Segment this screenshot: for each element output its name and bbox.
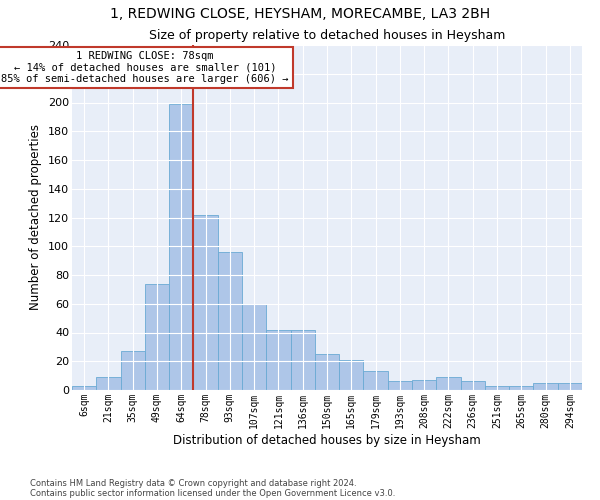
Bar (436, 377, 461, 390)
Bar (412, 380, 436, 390)
Bar (509, 386, 533, 390)
Bar (364, 372, 388, 390)
Bar (121, 351, 145, 390)
Bar (193, 214, 218, 390)
Bar (169, 104, 193, 390)
Text: 1 REDWING CLOSE: 78sqm
← 14% of detached houses are smaller (101)
85% of semi-de: 1 REDWING CLOSE: 78sqm ← 14% of detached… (1, 51, 289, 84)
Text: Contains HM Land Registry data © Crown copyright and database right 2024.: Contains HM Land Registry data © Crown c… (30, 478, 356, 488)
Y-axis label: Number of detached properties: Number of detached properties (29, 124, 43, 310)
Bar (218, 252, 242, 390)
Title: Size of property relative to detached houses in Heysham: Size of property relative to detached ho… (149, 30, 505, 43)
Bar (461, 382, 485, 390)
Bar (558, 383, 582, 390)
Bar (339, 360, 364, 390)
Bar (533, 383, 558, 390)
X-axis label: Distribution of detached houses by size in Heysham: Distribution of detached houses by size … (173, 434, 481, 446)
Bar (266, 330, 290, 390)
Bar (145, 284, 169, 390)
Bar (388, 382, 412, 390)
Bar (96, 377, 121, 390)
Bar (485, 386, 509, 390)
Bar (315, 354, 339, 390)
Bar (242, 304, 266, 390)
Bar (72, 386, 96, 390)
Text: Contains public sector information licensed under the Open Government Licence v3: Contains public sector information licen… (30, 488, 395, 498)
Bar (290, 330, 315, 390)
Text: 1, REDWING CLOSE, HEYSHAM, MORECAMBE, LA3 2BH: 1, REDWING CLOSE, HEYSHAM, MORECAMBE, LA… (110, 8, 490, 22)
